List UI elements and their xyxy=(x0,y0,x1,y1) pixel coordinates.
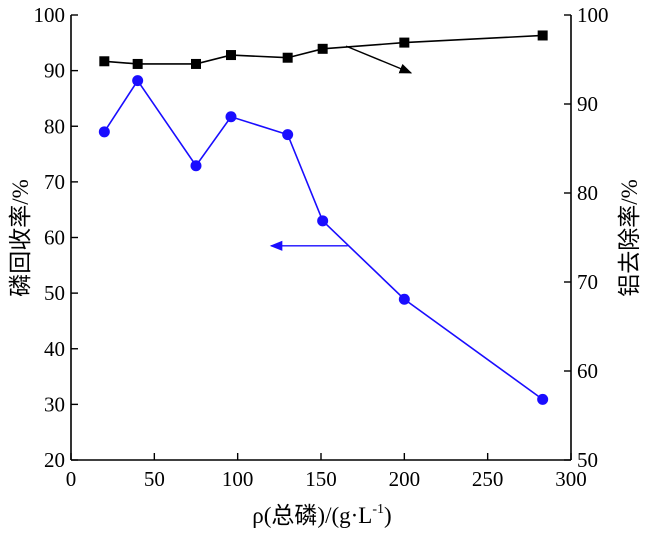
x-tick-label: 300 xyxy=(555,467,587,491)
arrow-to-right-axis xyxy=(345,45,413,74)
y-left-tick-label: 40 xyxy=(44,337,65,361)
x-tick-label: 150 xyxy=(305,467,337,491)
data-point-square xyxy=(317,43,328,54)
x-axis-title-main: ρ(总磷)/(g·L xyxy=(252,503,372,528)
data-point-circle xyxy=(132,75,144,87)
y-right-axis-title: 铝去除率/% xyxy=(617,179,642,297)
x-axis-title-close: ) xyxy=(384,503,392,528)
y-left-tick-label: 20 xyxy=(44,448,65,472)
data-point-square xyxy=(99,56,110,67)
y-left-tick-label: 80 xyxy=(44,114,65,138)
data-point-circle xyxy=(537,393,549,405)
data-point-circle xyxy=(317,215,329,227)
x-axis-title: ρ(总磷)/(g·L-1) xyxy=(252,502,391,528)
y-right-tick-label: 90 xyxy=(577,92,598,116)
data-point-circle xyxy=(190,160,202,172)
y-left-tick-label: 30 xyxy=(44,392,65,416)
y-left-tick-label: 60 xyxy=(44,226,65,250)
x-tick-label: 0 xyxy=(66,467,77,491)
data-point-circle xyxy=(225,111,237,123)
data-point-square xyxy=(226,50,236,61)
y-left-tick-label: 90 xyxy=(44,59,65,83)
data-point-circle xyxy=(98,126,110,138)
series-line xyxy=(104,34,543,65)
data-point-square xyxy=(282,52,293,63)
data-point-square xyxy=(132,58,143,69)
y-right-tick-label: 70 xyxy=(577,270,598,294)
axes: 0 50 100 150 200 250 300 20 30 40 50 60 70 80 90 100 50 6… xyxy=(34,3,609,491)
x-axis-title-superscript: -1 xyxy=(372,502,384,517)
data-point-square xyxy=(399,37,410,48)
axis-labels: ρ(总磷)/(g·L-1) 磷回收率/% 铝去除率/% xyxy=(8,179,642,528)
data-point-circle xyxy=(398,293,410,305)
data-point-circle xyxy=(282,129,294,141)
x-tick-label: 100 xyxy=(222,467,254,491)
y-left-tick-label: 50 xyxy=(44,281,65,305)
data-point-square xyxy=(537,30,548,41)
data-point-square xyxy=(191,58,201,69)
y-left-tick-label: 70 xyxy=(44,170,65,194)
y-right-tick-label: 60 xyxy=(577,359,598,383)
series-line xyxy=(103,79,544,401)
x-tick-label: 50 xyxy=(144,467,165,491)
y-left-axis-title: 磷回收率/% xyxy=(8,179,33,297)
y-right-tick-label: 50 xyxy=(577,448,598,472)
x-tick-label: 250 xyxy=(472,467,504,491)
y-right-tick-label: 80 xyxy=(577,181,598,205)
x-tick-label: 200 xyxy=(389,467,421,491)
y-left-tick-label: 100 xyxy=(34,3,66,27)
plot-marks xyxy=(98,30,549,405)
y-right-tick-label: 100 xyxy=(577,3,609,27)
